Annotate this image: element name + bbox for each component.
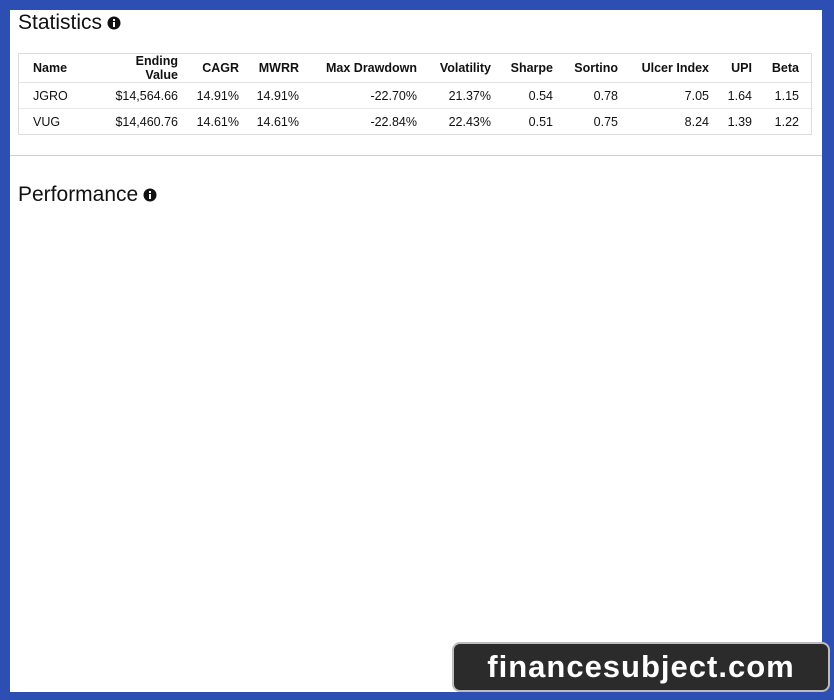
column-header: Volatility xyxy=(425,54,499,83)
column-header: Beta xyxy=(760,54,813,83)
table-cell: -22.70% xyxy=(307,82,425,109)
table-cell: 1.39 xyxy=(727,114,752,129)
table-cell: 0.78 xyxy=(561,82,626,109)
performance-title: Performance xyxy=(18,183,139,206)
header-row: Name Ending Value CAGR MWRR Max Drawdown Vola… xyxy=(19,54,813,83)
statistics-heading: Statistics xyxy=(18,10,121,36)
column-header: Sortino xyxy=(561,54,626,83)
column-header: Name xyxy=(19,54,105,83)
column-header: Ending Value xyxy=(105,54,186,83)
table-cell: 7.05 xyxy=(626,82,717,109)
performance-heading: Performance xyxy=(18,182,157,208)
column-header: CAGR xyxy=(186,54,247,83)
table-cell: 14.61% xyxy=(256,114,299,129)
statistics-table: Name Ending Value CAGR MWRR Max Drawdown Vola… xyxy=(19,54,813,134)
statistics-title: Statistics xyxy=(18,11,103,34)
table-cell: $14,460.76 xyxy=(115,114,178,129)
table-cell: 8.24 xyxy=(684,114,709,129)
table-cell: $14,564.66 xyxy=(105,82,186,109)
column-header: Max Drawdown xyxy=(307,54,425,83)
table-cell: -22.84% xyxy=(370,114,417,129)
table-cell: JGRO xyxy=(19,82,105,109)
table-cell: 14.61% xyxy=(196,114,239,129)
column-header: Sharpe xyxy=(499,54,561,83)
column-header: UPI xyxy=(717,54,760,83)
statistics-panel: Name Ending Value CAGR MWRR Max Drawdown Vola… xyxy=(18,53,813,135)
info-icon[interactable] xyxy=(107,16,121,30)
table-cell: 0.54 xyxy=(499,82,561,109)
column-header: Ulcer Index xyxy=(626,54,717,83)
table-cell: 1.15 xyxy=(760,82,813,109)
table-cell: 14.91% xyxy=(247,82,307,109)
column-header: MWRR xyxy=(247,54,307,83)
table-cell: 22.43% xyxy=(448,114,491,129)
table-cell: 21.37% xyxy=(425,82,499,109)
table-cell: 14.91% xyxy=(186,82,247,109)
table-row: VUG $14,460.76 14.61% 14.61% -22.84% 22.43% 0.… xyxy=(19,109,813,135)
table-cell: 0.75 xyxy=(593,114,618,129)
watermark: financesubject.com xyxy=(452,642,830,692)
table-cell: 1.22 xyxy=(774,114,799,129)
info-icon[interactable] xyxy=(143,188,157,202)
table-cell: 1.64 xyxy=(717,82,760,109)
table-cell: 0.51 xyxy=(528,114,553,129)
table-cell: VUG xyxy=(33,114,61,129)
divider xyxy=(10,155,822,156)
table-row: JGRO $14,564.66 14.91% 14.91% -22.70% 21.37% 0… xyxy=(19,82,813,109)
